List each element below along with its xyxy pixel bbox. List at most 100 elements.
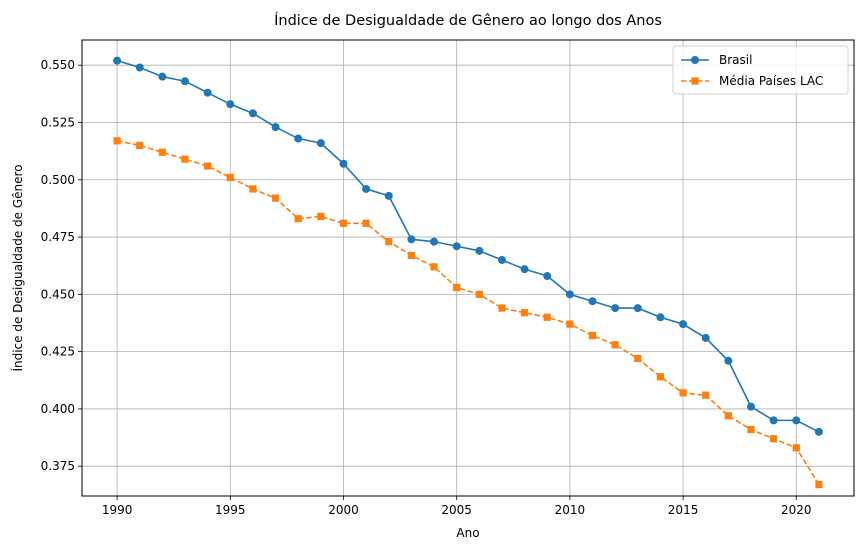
data-point — [656, 373, 665, 381]
legend-marker — [691, 77, 699, 85]
data-point — [588, 331, 597, 340]
data-point — [204, 162, 212, 170]
data-point — [362, 219, 370, 227]
data-point — [770, 435, 778, 443]
data-point — [746, 402, 755, 411]
data-point — [317, 212, 325, 221]
data-point — [316, 139, 325, 148]
data-point — [113, 56, 122, 65]
legend-marker — [691, 56, 699, 64]
data-point — [724, 412, 732, 420]
data-point — [815, 480, 823, 489]
data-point — [475, 290, 483, 298]
data-point — [475, 246, 484, 255]
data-point — [385, 238, 393, 246]
y-tick-label: 0.550 — [41, 58, 75, 72]
data-point — [520, 309, 529, 317]
legend: Brasil Média Países LAC — [672, 45, 849, 95]
x-tick-label: 1990 — [102, 503, 133, 517]
data-point — [158, 72, 167, 81]
data-point — [520, 265, 529, 274]
x-tick-label: 2010 — [555, 503, 586, 517]
data-point — [158, 148, 166, 156]
x-axis: 1990 1995 2000 2005 2010 2015 2020 — [102, 496, 812, 517]
y-tick-label: 0.450 — [41, 287, 75, 301]
y-tick-label: 0.425 — [41, 345, 75, 359]
plot-frame — [81, 39, 855, 497]
data-point — [565, 290, 574, 299]
data-point — [226, 173, 234, 182]
x-tick-label: 2020 — [781, 503, 812, 517]
y-tick-label: 0.400 — [41, 402, 75, 416]
data-point — [679, 389, 687, 397]
x-tick-label: 2005 — [441, 503, 472, 517]
data-point — [769, 416, 778, 425]
data-point — [634, 354, 642, 363]
series-1 — [113, 56, 823, 436]
y-tick-label: 0.375 — [41, 459, 75, 473]
data-point — [407, 235, 416, 244]
data-point — [294, 215, 302, 223]
data-point — [792, 416, 801, 425]
x-axis-label: Ano — [456, 526, 479, 540]
y-axis-label: Índice de Desigualdade de Gênero — [10, 164, 25, 371]
data-point — [384, 191, 393, 200]
chart-title: Índice de Desigualdade de Gênero ao long… — [274, 12, 662, 29]
data-point — [452, 242, 461, 251]
series-2 — [113, 137, 823, 489]
data-point — [701, 333, 710, 342]
data-point — [656, 313, 665, 322]
data-point — [248, 109, 257, 118]
data-point — [566, 320, 574, 328]
y-tick-label: 0.475 — [41, 230, 75, 244]
data-point — [792, 444, 800, 452]
x-tick-label: 2000 — [328, 503, 359, 517]
data-point — [136, 141, 144, 150]
data-point — [430, 237, 439, 246]
data-point — [249, 185, 257, 193]
y-axis: 0.375 0.400 0.425 0.450 0.475 0.500 0.525 0.550 — [41, 58, 82, 473]
data-point — [724, 356, 733, 365]
legend-box — [672, 45, 849, 95]
grid — [82, 40, 854, 496]
series-line — [116, 59, 820, 433]
data-point — [271, 194, 280, 202]
data-point — [679, 320, 688, 329]
data-point — [339, 159, 348, 168]
data-point — [362, 184, 371, 193]
data-point — [633, 304, 642, 313]
data-point — [339, 219, 348, 227]
data-point — [497, 255, 506, 264]
data-point — [747, 425, 755, 434]
y-tick-label: 0.525 — [41, 115, 75, 129]
data-point — [814, 427, 823, 436]
data-point — [611, 304, 620, 313]
data-point — [203, 88, 212, 97]
data-point — [135, 63, 144, 72]
data-point — [702, 391, 710, 399]
legend-label: Brasil — [719, 53, 752, 67]
data-point — [498, 304, 506, 312]
data-point — [226, 100, 235, 109]
x-tick-label: 1995 — [215, 503, 246, 517]
legend-label: Média Países LAC — [719, 74, 823, 88]
series-layer — [113, 56, 823, 489]
data-point — [181, 155, 189, 163]
data-point — [430, 263, 438, 271]
legend-item: Média Países LAC — [681, 74, 823, 88]
legend-item: Brasil — [681, 53, 752, 67]
data-point — [407, 251, 416, 259]
data-point — [543, 313, 551, 321]
data-point — [453, 283, 461, 292]
data-point — [588, 297, 597, 306]
data-point — [294, 134, 303, 143]
data-point — [271, 123, 280, 132]
data-point — [611, 341, 619, 349]
y-tick-label: 0.500 — [41, 173, 75, 187]
x-tick-label: 2015 — [668, 503, 699, 517]
data-point — [113, 137, 121, 145]
series-line — [116, 140, 820, 485]
data-point — [543, 272, 552, 281]
data-point — [181, 77, 190, 86]
